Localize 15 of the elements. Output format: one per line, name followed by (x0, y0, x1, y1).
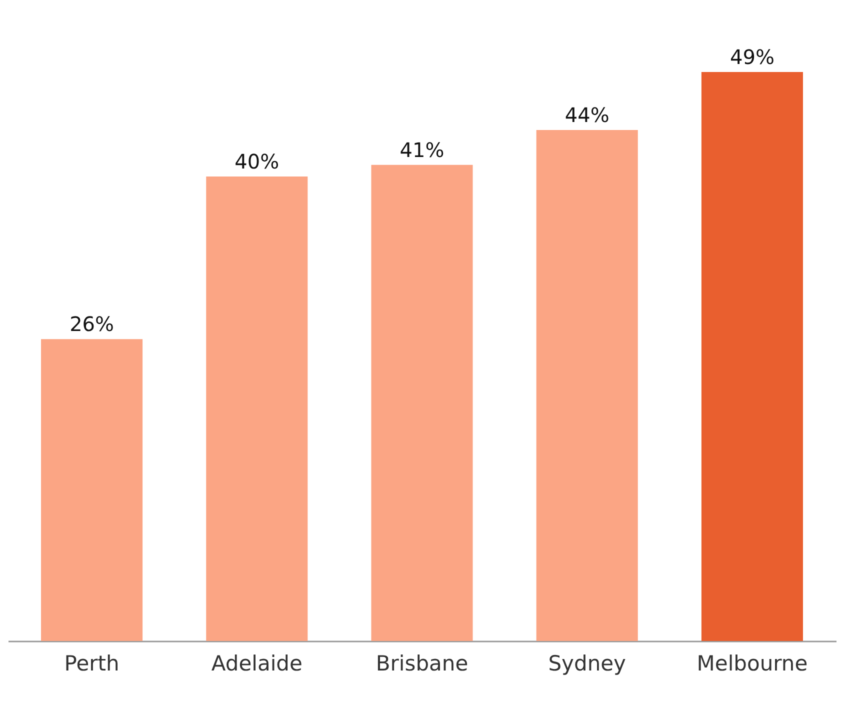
bar (701, 72, 803, 641)
bar (536, 130, 638, 641)
data-label: 26% (70, 312, 114, 336)
x-tick-label: Melbourne (696, 652, 808, 676)
data-label: 40% (234, 150, 280, 174)
bar (206, 176, 308, 641)
data-label: 44% (564, 103, 610, 128)
x-tick-label: Brisbane (376, 652, 468, 676)
data-label: 41% (400, 138, 444, 162)
x-tick-label: Sydney (548, 652, 626, 676)
bar (41, 339, 143, 641)
bar (371, 164, 473, 641)
x-tick-label: Perth (64, 652, 120, 676)
data-label: 49% (730, 45, 774, 69)
x-tick-label: Adelaide (211, 652, 302, 676)
